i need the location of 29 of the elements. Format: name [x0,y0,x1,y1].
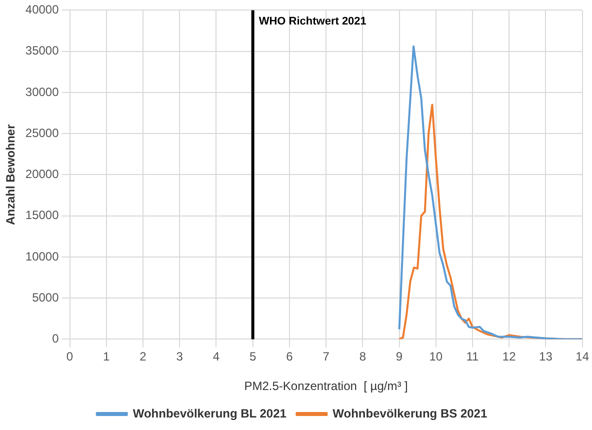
x-tick-label: 14 [576,350,590,364]
y-tick-label: 10000 [25,249,60,264]
x-tick-label: 13 [539,350,553,364]
x-tick-label: 10 [429,350,443,364]
x-tick-label: 0 [66,350,74,364]
y-tick-label: 30000 [25,84,60,99]
x-tick-label: 2 [140,350,147,364]
x-tick-label: 4 [212,350,220,364]
x-tick-label: 9 [396,350,403,364]
y-tick-label: 25000 [25,126,60,140]
x-tick-label: 3 [176,350,184,364]
y-tick-label: 40000 [25,2,60,17]
x-tick-label: 8 [359,350,366,364]
x-tick-label: 12 [502,350,516,364]
y-tick-label: 20000 [25,167,60,182]
x-tick-label: 7 [322,350,330,364]
y-tick-label: 0 [52,332,60,346]
legend-label: Wohnbevölkerung BS 2021 [332,406,488,420]
y-tick-label: 15000 [25,208,60,222]
y-axis-title: Anzahl Bewohner [4,124,18,226]
x-axis-title: PM2.5-Konzentration [ µg/m³ ] [244,379,408,394]
y-tick-label: 35000 [25,44,60,58]
ref-line-label: WHO Richtwert 2021 [258,16,366,28]
x-tick-label: 11 [466,350,480,364]
x-tick-label: 5 [249,350,256,364]
y-tick-label: 5000 [32,290,60,304]
x-tick-label: 6 [286,350,294,364]
legend-label: Wohnbevölkerung BL 2021 [132,406,287,420]
x-tick-label: 1 [103,350,110,364]
